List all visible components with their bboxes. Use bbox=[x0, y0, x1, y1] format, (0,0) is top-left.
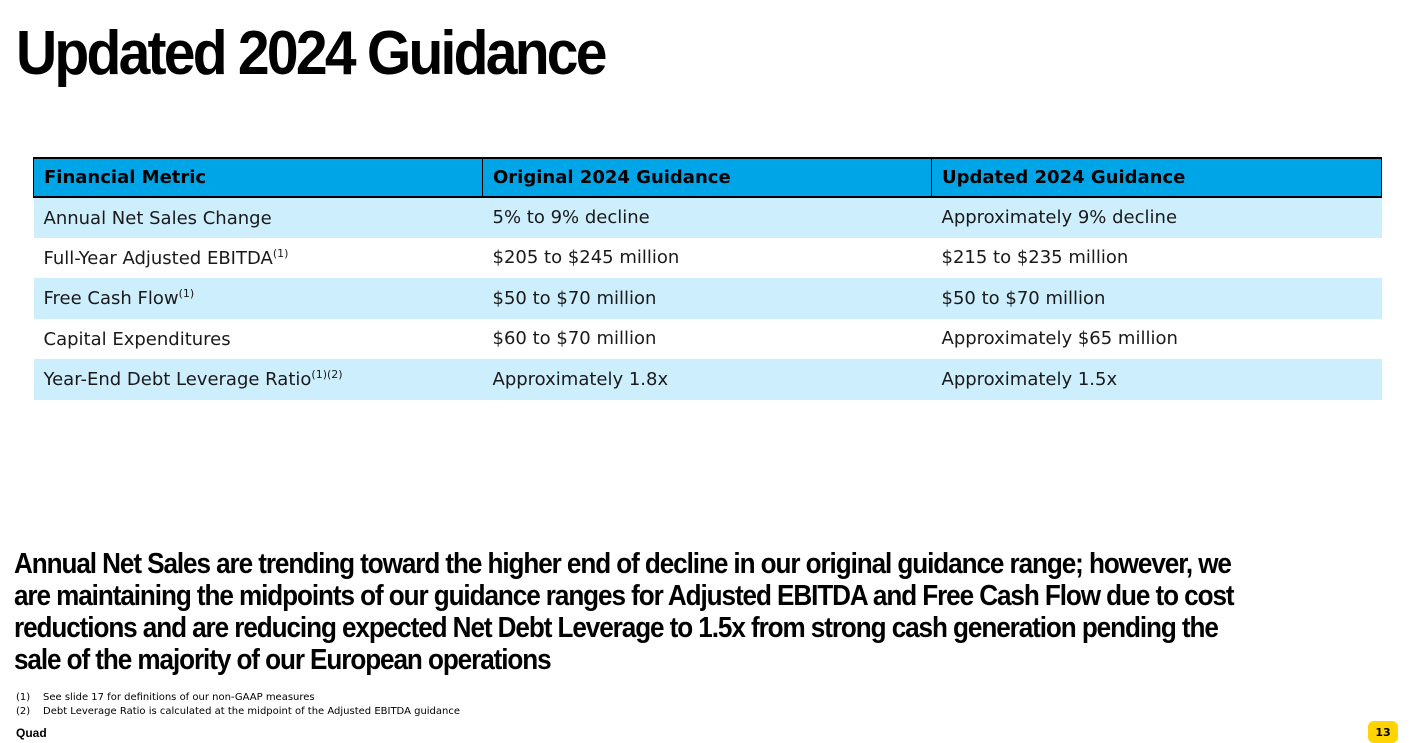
footnote: (1) See slide 17 for definitions of our … bbox=[16, 691, 460, 705]
updated-cell: Approximately 1.5x bbox=[931, 359, 1382, 400]
header-updated-guidance: Updated 2024 Guidance bbox=[931, 157, 1382, 198]
table-row: Year-End Debt Leverage Ratio(1)(2) Appro… bbox=[33, 359, 1382, 400]
original-cell: $50 to $70 million bbox=[482, 278, 932, 319]
guidance-table: Financial Metric Original 2024 Guidance … bbox=[33, 157, 1382, 400]
footnote-text: Debt Leverage Ratio is calculated at the… bbox=[43, 706, 461, 717]
table-row: Annual Net Sales Change 5% to 9% decline… bbox=[33, 197, 1382, 238]
metric-cell: Year-End Debt Leverage Ratio(1)(2) bbox=[33, 359, 483, 400]
original-cell: $205 to $245 million bbox=[482, 237, 932, 278]
table-header-row: Financial Metric Original 2024 Guidance … bbox=[33, 157, 1382, 198]
metric-cell: Annual Net Sales Change bbox=[33, 197, 483, 238]
metric-cell: Free Cash Flow(1) bbox=[33, 278, 483, 319]
footnote-number: (1) bbox=[16, 692, 31, 703]
brand-logo: Quad bbox=[16, 726, 47, 740]
updated-cell: Approximately 9% decline bbox=[931, 197, 1382, 238]
header-original-guidance: Original 2024 Guidance bbox=[482, 157, 932, 198]
updated-cell: $215 to $235 million bbox=[931, 237, 1382, 278]
header-financial-metric: Financial Metric bbox=[33, 157, 483, 198]
original-cell: $60 to $70 million bbox=[482, 318, 932, 359]
metric-cell: Capital Expenditures bbox=[33, 318, 483, 359]
statement-line: sale of the majority of our European ope… bbox=[14, 644, 552, 676]
statement-line: Annual Net Sales are trending toward the… bbox=[14, 548, 1232, 580]
footnote-text: See slide 17 for definitions of our non-… bbox=[43, 692, 315, 703]
original-cell: 5% to 9% decline bbox=[482, 197, 932, 238]
updated-cell: $50 to $70 million bbox=[931, 278, 1382, 319]
original-cell: Approximately 1.8x bbox=[482, 359, 932, 400]
footnote-number: (2) bbox=[16, 706, 31, 717]
footnotes: (1) See slide 17 for definitions of our … bbox=[16, 691, 460, 719]
metric-cell: Full-Year Adjusted EBITDA(1) bbox=[33, 237, 483, 278]
statement-line: reductions and are reducing expected Net… bbox=[14, 612, 1219, 644]
key-statement: Annual Net Sales are trending toward the… bbox=[14, 548, 1414, 676]
updated-cell: Approximately $65 million bbox=[931, 318, 1382, 359]
table-row: Capital Expenditures $60 to $70 million … bbox=[33, 318, 1382, 359]
slide-title: Updated 2024 Guidance bbox=[16, 19, 607, 88]
footnote: (2) Debt Leverage Ratio is calculated at… bbox=[16, 705, 460, 719]
page-number-badge: 13 bbox=[1368, 721, 1398, 743]
statement-line: are maintaining the midpoints of our gui… bbox=[14, 580, 1235, 612]
table-row: Free Cash Flow(1) $50 to $70 million $50… bbox=[33, 278, 1382, 319]
table-row: Full-Year Adjusted EBITDA(1) $205 to $24… bbox=[33, 237, 1382, 278]
